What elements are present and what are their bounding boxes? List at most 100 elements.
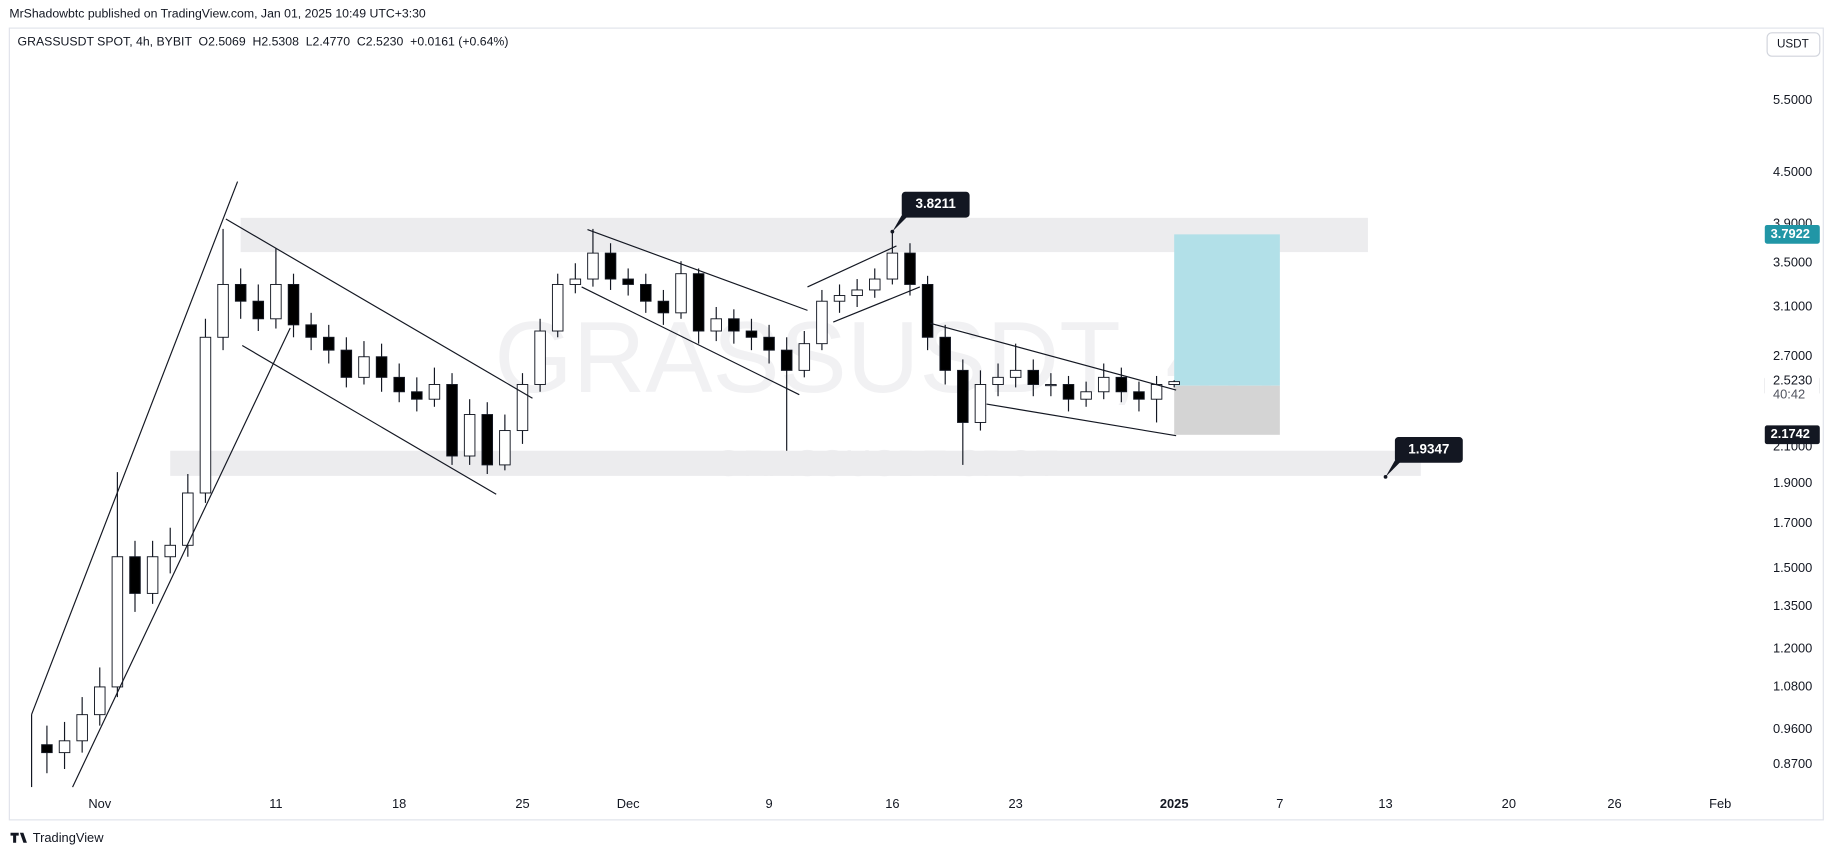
currency-button[interactable] xyxy=(1766,32,1821,57)
candle-body xyxy=(569,278,582,285)
candle-body xyxy=(675,273,687,314)
candle-body xyxy=(886,252,899,280)
brand: TradingView xyxy=(10,830,104,845)
candle-body xyxy=(287,283,300,326)
candle-body xyxy=(745,330,758,338)
candle-body xyxy=(1080,391,1092,400)
candle-body xyxy=(657,300,670,314)
candle-body xyxy=(76,714,88,742)
x-tick-label: 16 xyxy=(885,796,899,811)
last-price-box xyxy=(1764,371,1820,400)
last-price: 2.5230 xyxy=(1773,373,1812,388)
candle-body xyxy=(375,356,388,378)
candle-body xyxy=(499,430,511,466)
trendline xyxy=(581,286,800,396)
y-tick-label: 2.7000 xyxy=(1773,348,1812,363)
annotation-pointer xyxy=(1385,460,1402,477)
y-tick-label: 1.5000 xyxy=(1773,560,1812,575)
candle-body xyxy=(1097,376,1110,393)
annotation-pointer xyxy=(892,215,909,232)
y-tick-label: 1.3500 xyxy=(1773,598,1812,613)
candle-body xyxy=(957,369,969,423)
candle-body xyxy=(1009,369,1022,378)
x-tick-label: 18 xyxy=(392,796,406,811)
chart-frame xyxy=(8,27,1824,821)
candle-body xyxy=(199,336,212,494)
x-tick-label: Nov xyxy=(88,796,111,811)
candle-body xyxy=(446,384,458,457)
x-tick-label: 26 xyxy=(1607,796,1621,811)
x-tick-label: 25 xyxy=(515,796,529,811)
candle-body xyxy=(904,252,916,285)
brand-logo xyxy=(10,832,27,843)
candle-body xyxy=(939,336,951,371)
y-tick-label: 1.7000 xyxy=(1773,515,1812,530)
candle-body xyxy=(111,556,124,688)
x-tick-label: Feb xyxy=(1709,796,1731,811)
x-tick-label: 20 xyxy=(1502,796,1516,811)
candle-body xyxy=(463,414,476,457)
trendlines xyxy=(31,181,1177,788)
candle-body xyxy=(992,376,1004,385)
position-target xyxy=(1174,234,1280,386)
candle-body xyxy=(340,349,353,378)
price-axis: 0.8700 0.9600 1.0800 1.2000 1.3500 1.5000 1.70… xyxy=(1764,92,1820,771)
brand-name: TradingView xyxy=(33,830,104,845)
candle-body xyxy=(58,740,71,754)
candle-body xyxy=(41,744,53,754)
candle-body xyxy=(516,384,529,432)
candle-body xyxy=(1045,384,1057,387)
candle-body xyxy=(411,391,423,400)
y-tick-label: 4.5000 xyxy=(1773,164,1812,179)
candle-body xyxy=(551,283,564,332)
candle-body xyxy=(305,324,317,338)
x-tick-label: 7 xyxy=(1276,796,1283,811)
x-tick-label: 11 xyxy=(269,796,282,811)
candle-body xyxy=(587,252,599,280)
trendline xyxy=(225,218,533,399)
candle-body xyxy=(869,278,881,291)
candle-body xyxy=(921,283,934,338)
candle-body xyxy=(428,384,441,400)
x-tick-label: 9 xyxy=(765,796,772,811)
y-tick-label: 1.0800 xyxy=(1773,678,1812,693)
watermark: GRASSUSDT, 4h xyxy=(494,302,1277,414)
stop-label-box xyxy=(1764,425,1820,445)
candle-body xyxy=(798,343,811,371)
x-tick-label: 23 xyxy=(1009,796,1023,811)
candle-body xyxy=(816,300,828,345)
candle-body xyxy=(217,283,229,338)
target-label: 3.7922 xyxy=(1771,226,1810,241)
candle-body xyxy=(252,300,265,320)
zone xyxy=(170,450,1421,476)
stop-label: 2.1742 xyxy=(1771,426,1810,441)
candle-body xyxy=(146,556,159,594)
trendline xyxy=(31,181,239,715)
y-tick-label: 0.9600 xyxy=(1773,721,1812,736)
x-tick-label: 2025 xyxy=(1160,796,1189,811)
trendline xyxy=(986,403,1177,437)
candle-body xyxy=(710,318,722,332)
x-tick-label: Dec xyxy=(617,796,640,811)
annotation-point xyxy=(890,229,895,234)
currency-label: USDT xyxy=(1777,38,1809,51)
y-tick-label: 3.5000 xyxy=(1773,255,1812,270)
countdown: 40:42 xyxy=(1773,387,1805,402)
candle-body xyxy=(728,318,740,332)
candle-body xyxy=(622,278,634,285)
annotation-label: 3.8211 xyxy=(915,196,956,211)
y-tick-label: 5.5000 xyxy=(1773,92,1812,107)
y-tick-label: 1.2000 xyxy=(1773,640,1812,655)
candle-body xyxy=(270,283,282,320)
trendline xyxy=(72,327,291,788)
trendline xyxy=(241,345,497,495)
x-tick-label: 13 xyxy=(1378,796,1392,811)
candle-body xyxy=(129,556,141,594)
candle-body xyxy=(182,492,194,546)
annotation-label: 1.9347 xyxy=(1408,441,1449,456)
y-tick-label: 1.9000 xyxy=(1773,475,1812,490)
candle-body xyxy=(604,252,617,280)
candle-body xyxy=(1115,376,1128,393)
